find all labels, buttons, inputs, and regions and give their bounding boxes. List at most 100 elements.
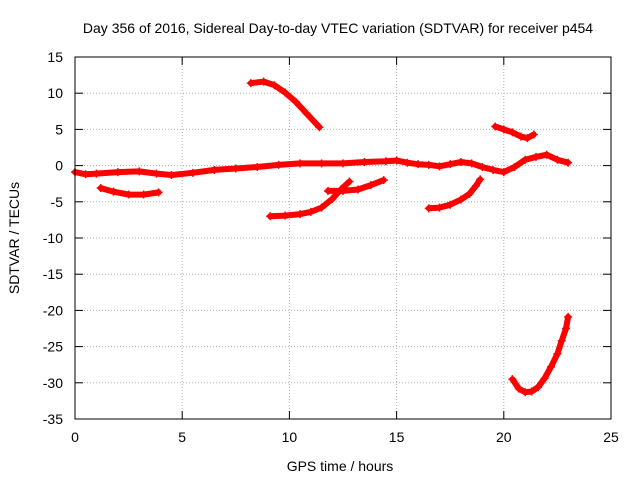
data-point	[188, 168, 197, 177]
data-point	[499, 125, 508, 134]
data-point	[210, 165, 219, 174]
y-tick-label: -15	[43, 266, 63, 282]
data-point	[508, 375, 517, 384]
data-point	[529, 130, 538, 139]
data-point	[564, 312, 573, 321]
series-main-band	[71, 150, 573, 180]
series-track-1	[96, 184, 163, 199]
y-tick-label: 15	[47, 49, 63, 65]
data-point	[231, 164, 240, 173]
data-point	[113, 168, 122, 177]
data-point	[467, 159, 476, 168]
data-point	[96, 184, 105, 193]
x-axis-title: GPS time / hours	[287, 458, 394, 474]
x-tick-label: 10	[282, 429, 298, 445]
data-point	[302, 109, 311, 118]
data-point	[315, 123, 324, 132]
data-point	[446, 160, 455, 169]
data-point	[354, 185, 363, 194]
data-point	[296, 159, 305, 168]
data-point	[281, 211, 290, 220]
data-point	[392, 156, 401, 165]
data-point	[403, 158, 412, 167]
y-tick-label: -25	[43, 339, 63, 355]
data-point	[478, 163, 487, 172]
x-tick-label: 20	[496, 429, 512, 445]
series-line	[247, 78, 323, 131]
data-point	[167, 171, 176, 180]
data-point	[291, 97, 300, 106]
data-point	[345, 177, 354, 186]
data-series	[71, 77, 573, 397]
y-tick-label: 5	[55, 121, 63, 137]
data-point	[531, 152, 540, 161]
chart-title: Day 356 of 2016, Sidereal Day-to-day VTE…	[83, 20, 593, 36]
axes: 0 5 10 15 20 25 15 10 5 0 -5 -10 -15 -20 -25 -30 -35	[43, 49, 619, 445]
y-tick-label: -30	[43, 375, 63, 391]
data-point	[564, 158, 573, 167]
x-tick-label: 0	[71, 429, 79, 445]
data-point	[366, 181, 375, 190]
data-point	[135, 167, 144, 176]
y-tick-label: -35	[43, 411, 63, 427]
data-point	[553, 155, 562, 164]
data-point	[270, 81, 279, 90]
data-point	[508, 128, 517, 137]
data-point	[296, 210, 305, 219]
data-point	[561, 324, 570, 333]
y-tick-label: 0	[55, 158, 63, 174]
data-point	[253, 163, 262, 172]
data-point	[546, 362, 555, 371]
data-point	[266, 212, 275, 221]
data-point	[456, 157, 465, 166]
data-point	[435, 203, 444, 212]
data-point	[534, 383, 543, 392]
data-point	[154, 188, 163, 197]
data-point	[339, 186, 347, 195]
series-track-6	[491, 122, 538, 143]
y-tick-label: -20	[43, 302, 63, 318]
data-point	[317, 203, 326, 212]
x-tick-label: 15	[389, 429, 405, 445]
data-point	[109, 187, 118, 196]
data-point	[516, 132, 525, 141]
data-point	[274, 160, 283, 169]
data-point	[414, 160, 423, 169]
data-point	[323, 186, 332, 195]
data-point	[281, 88, 290, 97]
series-track-2	[246, 77, 324, 132]
data-point	[306, 207, 315, 216]
data-point	[491, 122, 500, 131]
data-point	[381, 157, 390, 166]
data-point	[246, 79, 255, 88]
y-axis-title: SDTVAR / TECUs	[6, 182, 22, 294]
y-tick-label: -10	[43, 230, 63, 246]
data-point	[360, 157, 369, 166]
data-point	[456, 195, 465, 204]
data-point	[124, 190, 133, 199]
data-point	[540, 374, 549, 383]
x-tick-label: 5	[178, 429, 186, 445]
data-point	[521, 155, 530, 164]
data-point	[465, 189, 474, 198]
series-line	[72, 151, 572, 178]
data-point	[339, 159, 347, 168]
data-point	[557, 336, 566, 345]
data-point	[499, 168, 508, 177]
x-tick-label: 25	[603, 429, 619, 445]
data-point	[510, 163, 519, 172]
data-point	[523, 134, 532, 143]
data-point	[152, 169, 161, 178]
data-point	[328, 194, 337, 203]
data-point	[553, 349, 562, 358]
data-point	[139, 190, 148, 199]
series-track-5	[424, 175, 485, 213]
data-point	[81, 170, 90, 179]
grid-lines	[75, 57, 611, 419]
data-point	[527, 387, 536, 396]
data-point	[489, 165, 498, 174]
y-tick-label: -5	[51, 194, 64, 210]
series-track-3	[266, 177, 354, 221]
data-point	[379, 176, 388, 185]
